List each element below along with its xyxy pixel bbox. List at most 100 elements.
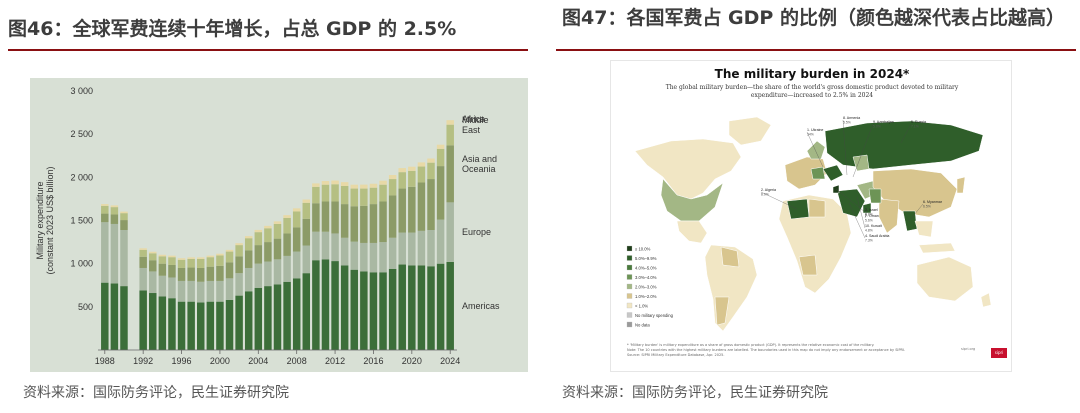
- bar-segment: [321, 181, 330, 185]
- callout-value: 5.0%: [873, 125, 881, 129]
- bar-segment: [312, 260, 320, 350]
- central-africa-shape: [798, 254, 818, 276]
- bar-segment: [427, 179, 435, 230]
- bar-segment: [197, 302, 205, 350]
- bar-segment: [436, 263, 445, 350]
- bar-segment: [120, 220, 128, 230]
- bar-segment: [350, 269, 358, 350]
- bar-segment: [235, 245, 243, 257]
- bar-segment: [427, 158, 435, 163]
- bar-segment: [177, 301, 186, 350]
- legend-swatch: [626, 264, 633, 271]
- legend-swatch: [626, 312, 633, 318]
- bar-segment: [110, 214, 119, 224]
- bar-segment: [302, 218, 311, 246]
- x-tick-label: 2000: [210, 356, 230, 366]
- bar-segment: [369, 183, 378, 188]
- y-tick-label: 1 000: [70, 259, 93, 269]
- bar-segment: [427, 162, 435, 180]
- callout-leader: [864, 208, 868, 219]
- bar-segment: [283, 281, 291, 350]
- usa-shape: [660, 178, 724, 222]
- bar-segment: [292, 251, 301, 279]
- southeast-asia-shape: [914, 220, 934, 238]
- legend-swatch: [626, 255, 633, 261]
- bar-segment: [197, 267, 205, 282]
- map-footnote-line: Source: SIPRI Military Expenditure Datab…: [627, 353, 725, 357]
- bar-segment: [225, 249, 234, 252]
- bar-segment: [244, 236, 253, 239]
- legend-label: No military spending: [635, 313, 674, 318]
- bar-segment: [235, 243, 243, 246]
- ukraine-shape: [822, 164, 844, 182]
- bar-segment: [264, 242, 272, 262]
- bar-segment: [321, 201, 330, 232]
- bar-segment: [398, 172, 406, 189]
- poland-shape: [810, 166, 826, 180]
- bar-segment: [273, 223, 282, 239]
- callout-label: 1. Ukraine: [807, 128, 823, 132]
- bar-segment: [139, 248, 147, 250]
- legend-label: 3.0%–4.0%: [635, 275, 657, 280]
- bar-segment: [302, 202, 311, 219]
- callout-value: 34%: [807, 133, 814, 137]
- bar-segment: [244, 291, 253, 350]
- bar-segment: [177, 267, 186, 281]
- bar-segment: [398, 168, 406, 173]
- military-expenditure-chart: Military expenditure(constant 2023 US$ b…: [30, 78, 528, 372]
- bar-segment: [340, 204, 349, 238]
- bar-segment: [206, 280, 215, 302]
- bar-segment: [273, 221, 282, 224]
- bar-segment: [110, 223, 119, 284]
- bar-segment: [168, 277, 176, 299]
- bar-segment: [244, 250, 253, 268]
- bar-segment: [216, 265, 224, 281]
- bar-segment: [417, 230, 426, 266]
- legend-swatch: [626, 293, 633, 299]
- bar-segment: [264, 286, 272, 350]
- y-tick-label: 1 500: [70, 216, 93, 226]
- bar-segment: [149, 260, 157, 272]
- right-source-note: 资料来源：国际防务评论，民生证券研究院: [562, 385, 828, 401]
- bar-segment: [331, 184, 339, 202]
- bar-segment: [216, 255, 224, 266]
- bar-segment: [360, 205, 368, 243]
- map-footnote-line: Note: The 10 countries with the highest …: [627, 348, 906, 352]
- bar-segment: [321, 259, 330, 350]
- bar-segment: [302, 199, 311, 203]
- bar-segment: [417, 182, 426, 231]
- x-tick-label: 2020: [402, 356, 422, 366]
- legend-swatch: [626, 274, 633, 280]
- callout-label: 9. Azerbaijan: [873, 120, 894, 124]
- scandinavia-shape: [806, 140, 826, 160]
- mexico-shape: [676, 220, 708, 244]
- x-tick-label: 2004: [248, 356, 268, 366]
- bar-segment: [417, 162, 426, 167]
- bar-segment: [360, 271, 368, 350]
- bar-segment: [388, 175, 397, 180]
- bar-segment: [340, 182, 349, 186]
- bar-segment: [110, 283, 119, 350]
- x-tick-label: 2008: [287, 356, 307, 366]
- bar-segment: [292, 211, 301, 228]
- bar-segment: [379, 272, 387, 350]
- colombia-shape: [720, 246, 740, 268]
- bar-segment: [149, 251, 157, 254]
- legend-label: Africa: [462, 114, 485, 124]
- bar-segment: [398, 188, 406, 233]
- bar-segment: [273, 259, 282, 285]
- bar-segment: [321, 231, 330, 260]
- bar-segment: [340, 265, 349, 350]
- legend-label: Americas: [462, 301, 500, 311]
- bar-segment: [302, 273, 311, 350]
- bar-segment: [436, 166, 445, 220]
- bar-segment: [101, 205, 109, 214]
- bar-segment: [216, 280, 224, 302]
- callout-leader: [848, 202, 866, 239]
- y-axis-title-line: Military expenditure: [35, 181, 45, 259]
- bar-segment: [101, 204, 109, 206]
- bar-segment: [120, 286, 128, 350]
- bar-segment: [312, 231, 320, 261]
- legend-label: < 1.0%: [635, 303, 648, 308]
- bar-segment: [331, 201, 339, 234]
